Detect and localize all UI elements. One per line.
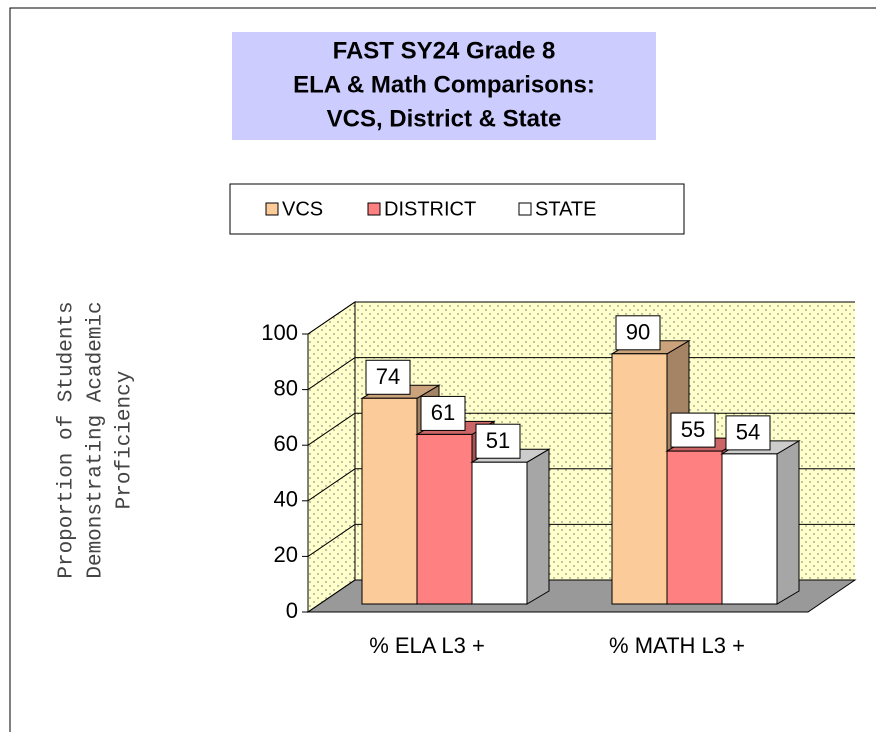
legend-label: DISTRICT — [384, 198, 476, 220]
chart-title: VCS, District & State — [327, 105, 562, 132]
value-label: 90 — [626, 320, 650, 345]
x-tick-label: % MATH L3 + — [609, 633, 745, 658]
y-tick-label: 40 — [274, 487, 298, 512]
value-label-box — [725, 415, 771, 451]
y-tick-label: 60 — [274, 431, 298, 456]
value-label: 55 — [681, 417, 705, 442]
bar — [611, 353, 668, 605]
grid-line — [307, 523, 356, 557]
value-label: 54 — [736, 420, 760, 445]
value-label-box — [475, 423, 521, 459]
y-axis-label-line: Demonstrating Academic — [85, 301, 108, 578]
grid-line — [307, 301, 356, 335]
value-label: 51 — [486, 428, 510, 453]
bar — [361, 397, 418, 605]
value-label-box — [670, 412, 716, 448]
grid-line — [307, 468, 356, 502]
value-label-box — [420, 395, 466, 431]
value-label: 74 — [376, 364, 400, 389]
grid-line — [307, 412, 356, 446]
legend-label: VCS — [282, 198, 323, 220]
y-tick-label: 80 — [274, 375, 298, 400]
value-label-box — [365, 359, 411, 395]
bar-side — [776, 440, 800, 605]
legend-label: STATE — [535, 198, 596, 220]
legend-swatch — [265, 202, 279, 216]
bar — [471, 461, 528, 605]
bar — [721, 453, 778, 605]
chart-title: ELA & Math Comparisons: — [293, 71, 595, 98]
y-axis-label-line: Proficiency — [114, 371, 137, 510]
bar — [666, 450, 723, 605]
legend-box — [229, 183, 685, 235]
title-box — [232, 32, 656, 140]
grid-line — [307, 357, 356, 391]
y-tick-label: 20 — [274, 542, 298, 567]
y-axis-label-line: Proportion of Students — [56, 301, 79, 578]
y-tick-label: 100 — [261, 320, 298, 345]
bar — [416, 433, 473, 605]
bar-side — [526, 448, 550, 605]
x-tick-label: % ELA L3 + — [369, 633, 485, 658]
value-label: 61 — [431, 400, 455, 425]
legend-swatch — [367, 202, 381, 216]
side-wall — [307, 301, 356, 613]
frame — [9, 7, 876, 732]
legend-swatch — [518, 202, 532, 216]
value-label-box — [615, 315, 661, 351]
y-axis-label: Proportion of Students Demonstrating Acad… — [56, 301, 137, 578]
y-tick-label: 0 — [286, 598, 298, 623]
chart-title: FAST SY24 Grade 8 — [333, 37, 556, 64]
grid-line — [307, 579, 356, 613]
